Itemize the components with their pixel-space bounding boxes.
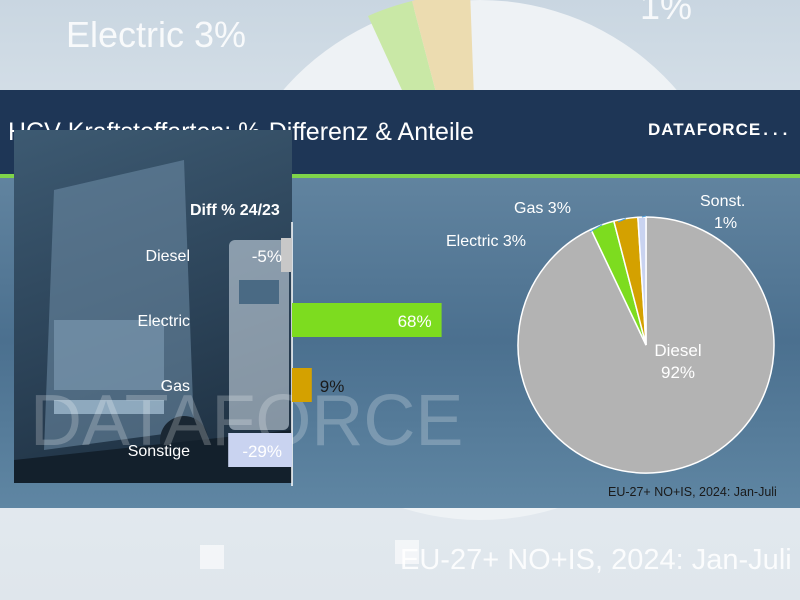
pie-label-value: 3% (548, 200, 571, 217)
truck-illustration (14, 160, 292, 483)
pie-label-name: Electric (446, 233, 503, 250)
pie-label-value: 3% (503, 233, 526, 250)
bar-chart-title: Diff % 24/23 (190, 202, 280, 219)
pie-label: Gas 3% (514, 200, 571, 217)
bar-gas (292, 368, 312, 402)
bar-value-label: 68% (398, 312, 432, 331)
bar-sonstige (228, 433, 292, 467)
pie-leader-line (617, 218, 626, 223)
bar-chart: Diff % 24/23 Diesel -5% Electric 68% Gas 9% So… (128, 202, 442, 486)
bar-value-label: 9% (320, 377, 345, 396)
pie-leader-line (641, 215, 647, 218)
bar-category-label: Electric (138, 313, 190, 330)
bar-value-label: -29% (242, 442, 282, 461)
pie-label-diesel-value: 92% (661, 363, 695, 382)
pie-leader-line (589, 224, 603, 233)
background-footer: EU-27+ NO+IS, 2024: Jan-Juli (400, 544, 792, 576)
truck-charging-photo (14, 130, 292, 483)
logo-text: DATAFORCE (648, 120, 762, 139)
pie-label-diesel-name: Diesel (654, 341, 701, 360)
bar-value-label: -5% (252, 247, 282, 266)
pie-label-name: Sonst. (700, 193, 745, 210)
pie-note: EU-27+ NO+IS, 2024: Jan-Juli (608, 485, 777, 499)
logo-dots: ... (763, 120, 793, 139)
bar-category-label: Diesel (146, 248, 190, 265)
bar-category-label: Sonstige (128, 443, 190, 460)
pie-label-name: Gas (514, 200, 548, 217)
bar-category-label: Gas (161, 378, 190, 395)
background-percent-label: 1% (640, 0, 693, 27)
bar-diesel (281, 238, 292, 272)
pie-label-value: 1% (714, 215, 737, 232)
bar-electric (292, 303, 442, 337)
dataforce-logo: DATAFORCE... (648, 120, 792, 140)
pie-label: Electric 3% (446, 233, 526, 250)
background-electric-label: Electric 3% (66, 14, 247, 55)
